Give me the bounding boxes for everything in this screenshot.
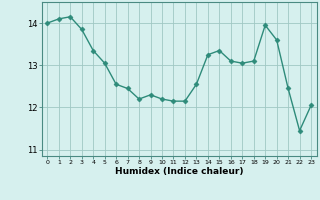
- X-axis label: Humidex (Indice chaleur): Humidex (Indice chaleur): [115, 167, 244, 176]
